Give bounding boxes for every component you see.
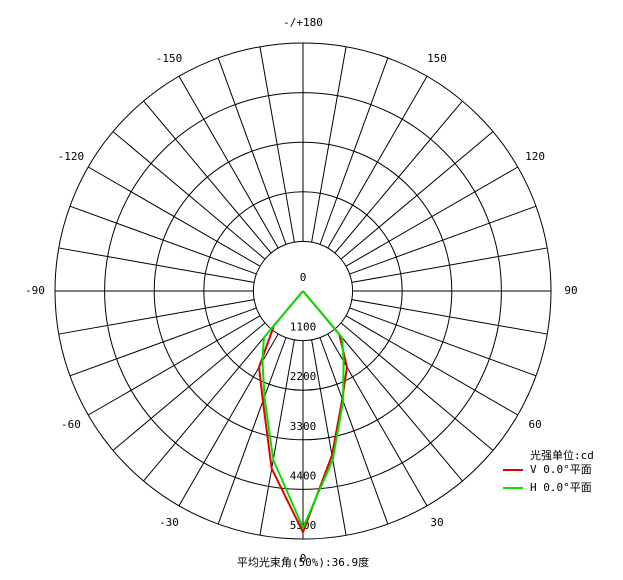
grid-spoke <box>311 46 347 243</box>
grid-spoke <box>340 131 494 260</box>
radial-tick-label: 2200 <box>290 370 317 383</box>
angle-tick-label: 120 <box>525 150 545 163</box>
grid-spoke <box>334 328 463 482</box>
grid-spoke <box>112 322 266 451</box>
legend-label: H 0.0°平面 <box>530 481 592 494</box>
grid-spoke <box>87 315 261 416</box>
grid-spoke <box>87 166 261 267</box>
grid-spoke <box>58 247 255 283</box>
legend-title: 光强单位:cd <box>530 448 594 462</box>
grid-spoke <box>259 339 295 536</box>
grid-spoke <box>319 337 389 525</box>
radial-tick-label: 3300 <box>290 420 317 433</box>
grid-spoke <box>327 75 428 249</box>
angle-tick-label: 30 <box>430 516 443 529</box>
angle-tick-label: -/+180 <box>283 16 323 29</box>
angle-tick-label: 90 <box>564 284 577 297</box>
beam-angle-note: 平均光束角(50%):36.9度 <box>237 555 369 569</box>
grid-spoke <box>319 57 389 245</box>
grid-spoke <box>345 166 519 267</box>
angle-tick-label: -150 <box>156 52 183 65</box>
grid-spoke <box>351 247 548 283</box>
grid-spoke <box>311 339 347 536</box>
angle-tick-label: -60 <box>61 418 81 431</box>
grid-spoke <box>334 100 463 254</box>
angle-tick-label: 60 <box>528 418 541 431</box>
grid-spoke <box>217 57 287 245</box>
angle-tick-label: -30 <box>159 516 179 529</box>
grid-spoke <box>349 205 537 275</box>
intensity-curve <box>258 290 348 535</box>
legend-label: V 0.0°平面 <box>530 463 592 476</box>
grid-spoke <box>345 315 519 416</box>
angle-tick-label: 0 <box>300 552 307 565</box>
grid-spoke <box>58 299 255 335</box>
grid-spoke <box>112 131 266 260</box>
radial-tick-label: 1100 <box>290 321 317 334</box>
grid-spoke <box>143 328 272 482</box>
angle-tick-label: -120 <box>58 150 85 163</box>
grid-spoke <box>178 75 279 249</box>
grid-spoke <box>340 322 494 451</box>
grid-spoke <box>349 307 537 377</box>
radial-tick-label: 0 <box>300 271 307 284</box>
grid-spoke <box>217 337 287 525</box>
grid-spoke <box>69 205 257 275</box>
grid-spoke <box>259 46 295 243</box>
intensity-curve <box>261 290 345 531</box>
grid-spoke <box>143 100 272 254</box>
angle-tick-label: 150 <box>427 52 447 65</box>
grid-spoke <box>351 299 548 335</box>
grid-spoke <box>69 307 257 377</box>
angle-tick-label: -90 <box>25 284 45 297</box>
radial-tick-label: 4400 <box>290 469 317 482</box>
